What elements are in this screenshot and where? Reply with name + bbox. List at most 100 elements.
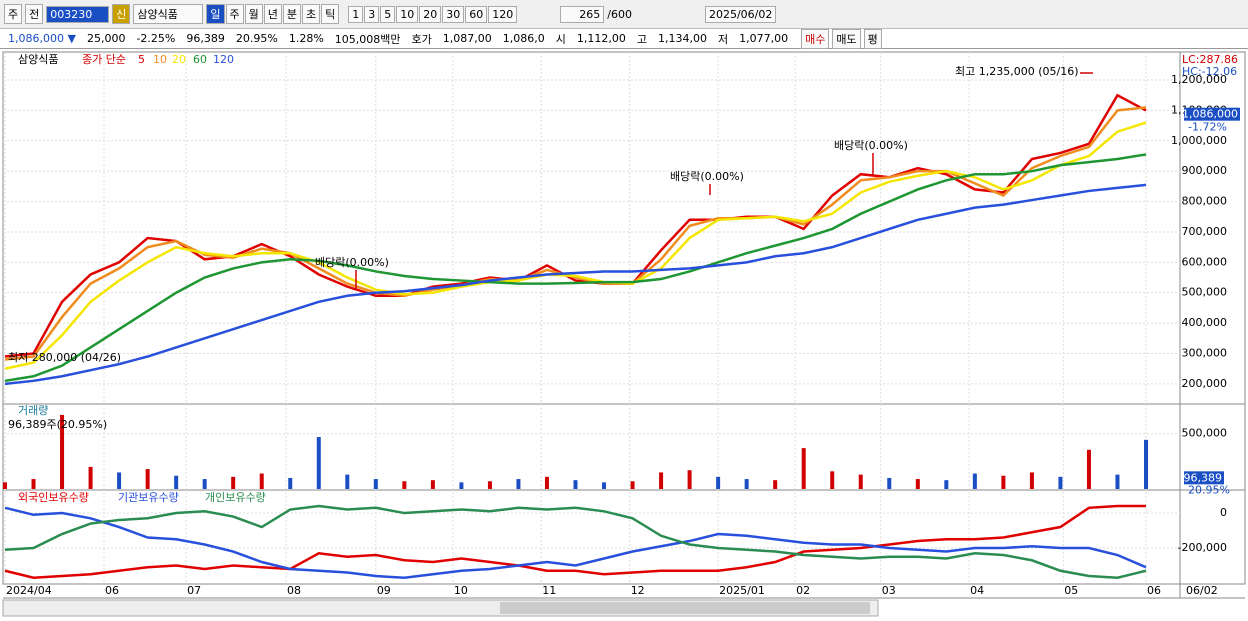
volume-bar xyxy=(259,473,264,489)
quote-item: 시 xyxy=(555,32,566,46)
quote-bar: 1,086,000 ▼ 25,000 -2.25% 96,389 20.95% 1.28%… xyxy=(0,28,1248,49)
x-tick-label: 09 xyxy=(377,584,391,597)
market-button[interactable]: 주 xyxy=(4,4,23,24)
interval-button[interactable]: 30 xyxy=(442,5,465,23)
legend-entry: 10 xyxy=(153,53,167,66)
period-button[interactable]: 일 xyxy=(206,4,225,24)
volume-bar xyxy=(915,479,920,489)
volume-bar xyxy=(459,482,464,489)
volume-bar xyxy=(630,481,635,489)
code-input[interactable]: 003230 xyxy=(46,5,110,23)
volume-bar xyxy=(288,477,293,489)
x-tick-label: 04 xyxy=(970,584,984,597)
volume-bar xyxy=(801,448,806,489)
x-tick-label: 07 xyxy=(187,584,201,597)
volume-bar xyxy=(316,437,321,489)
annotation: 배당락(0.00%) xyxy=(315,256,389,269)
pane-frame xyxy=(2,51,1246,405)
legend-entry: 20 xyxy=(172,53,186,66)
volume-bar xyxy=(88,466,93,489)
quote-item: 고 xyxy=(636,32,647,46)
volume-bar xyxy=(659,472,664,489)
y-tick-label: 500,000 xyxy=(1182,427,1228,440)
quote-item: 호가 xyxy=(411,32,432,46)
prev-button[interactable]: 전 xyxy=(25,4,44,24)
interval-button[interactable]: 20 xyxy=(419,5,442,23)
period-button[interactable]: 틱 xyxy=(321,4,340,24)
volume-bar xyxy=(687,470,692,489)
volume-bar xyxy=(830,471,835,489)
legend-label: 종가 단순 xyxy=(82,53,126,66)
series-line xyxy=(4,93,1147,358)
annotation: 최고 1,235,000 (05/16) xyxy=(955,65,1079,78)
legend-entry: 외국인보유수량 xyxy=(18,491,89,504)
volume-bar xyxy=(516,479,521,489)
volume-bar xyxy=(1144,439,1148,489)
legend-entry: 기관보유수량 xyxy=(118,491,179,504)
trade-button[interactable]: 평 xyxy=(863,28,882,49)
volume-bar xyxy=(716,476,721,489)
y-tick-label: 700,000 xyxy=(1182,225,1228,238)
y-tick-label: 200,000 xyxy=(1182,377,1228,390)
quote-item: 1,086,000 ▼ xyxy=(8,32,76,45)
interval-group: 1 3 5 10 20 30 60 120 xyxy=(348,5,518,23)
volume-bar xyxy=(487,481,492,489)
last-volume: 96,389 xyxy=(1184,471,1223,484)
volume-bar xyxy=(1001,475,1006,489)
interval-button[interactable]: 120 xyxy=(488,5,518,23)
chart: 2024/04 06 07 08 09 10 11 12 2025/01 02 03 04 05 06 06… xyxy=(2,51,1246,617)
y-tick-label: 1,000,000 xyxy=(1171,134,1227,147)
y-tick-label: 1,200,000 xyxy=(1171,73,1227,86)
y-tick-label: 400,000 xyxy=(1182,316,1228,329)
period-button[interactable]: 분 xyxy=(282,4,301,24)
count-max: /600 xyxy=(607,7,632,21)
period-button[interactable]: 주 xyxy=(225,4,244,24)
interval-button[interactable]: 10 xyxy=(396,5,419,23)
quote-item: 1,087,00 xyxy=(442,32,492,45)
interval-button[interactable]: 60 xyxy=(465,5,488,23)
volume-bar xyxy=(202,479,207,489)
series-line xyxy=(4,506,1147,580)
interval-button[interactable]: 3 xyxy=(364,5,380,23)
quote-item: 1,112,00 xyxy=(576,32,626,45)
annotation: 배당락(0.00%) xyxy=(834,139,908,152)
period-button[interactable]: 년 xyxy=(263,4,282,24)
volume-bar xyxy=(231,476,236,489)
series-line xyxy=(4,504,1146,580)
y-tick-label: 300,000 xyxy=(1182,346,1228,359)
annotation: 최저 280,000 (04/26) xyxy=(8,351,121,364)
volume-bar xyxy=(60,414,65,489)
period-button[interactable]: 월 xyxy=(244,4,263,24)
volume-bar xyxy=(1115,474,1120,489)
volume-bar xyxy=(145,469,150,489)
x-tick-label: 02 xyxy=(796,584,810,597)
period-button[interactable]: 초 xyxy=(302,4,321,24)
legend-entry: 60 xyxy=(193,53,207,66)
volume-bar xyxy=(174,475,179,489)
x-tick-label: 2025/01 xyxy=(719,584,765,597)
x-tick-label: 06 xyxy=(105,584,119,597)
date-input[interactable]: 2025/06/02 xyxy=(704,5,777,23)
volume-bar xyxy=(858,474,863,489)
volume-bar xyxy=(1058,476,1063,489)
badge: 신 xyxy=(112,4,131,24)
legend-entry: 개인보유수량 xyxy=(205,491,266,504)
series-line xyxy=(4,153,1147,383)
trade-button[interactable]: 매수 xyxy=(801,28,830,49)
trade-button[interactable]: 매도 xyxy=(832,28,861,49)
interval-button[interactable]: 1 xyxy=(348,5,364,23)
legend-entry: 5 xyxy=(138,53,145,66)
volume-bar xyxy=(602,482,607,489)
quote-item: 1.28% xyxy=(288,32,324,45)
count-input[interactable]: 265 xyxy=(560,5,605,23)
volume-bar xyxy=(573,480,578,489)
side-label: HC:-12.06 xyxy=(1182,65,1237,78)
annotation: 배당락(0.00%) xyxy=(670,170,744,183)
quote-item: 1,134,00 xyxy=(657,32,707,45)
volume-bar xyxy=(944,480,949,489)
last-price-box xyxy=(1184,107,1240,121)
interval-button[interactable]: 5 xyxy=(380,5,396,23)
x-tick-label: 11 xyxy=(542,584,556,597)
x-tick-label: 08 xyxy=(287,584,301,597)
